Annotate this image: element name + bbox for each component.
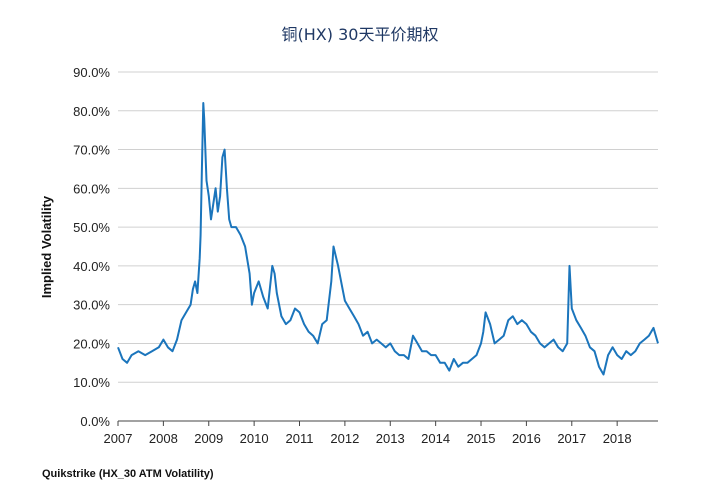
x-tick-label: 2014 [421, 431, 450, 446]
source-note: Quikstrike (HX_30 ATM Volatility) [42, 468, 214, 480]
y-axis-label: Implied Volatility [39, 195, 54, 298]
x-tick-label: 2008 [149, 431, 178, 446]
y-tick-label: 70.0% [73, 143, 110, 158]
y-tick-label: 50.0% [73, 220, 110, 235]
x-tick-label: 2018 [603, 431, 632, 446]
x-tick-label: 2007 [104, 431, 133, 446]
y-tick-label: 0.0% [80, 414, 110, 429]
gridlines [118, 71, 658, 383]
x-tick-label: 2015 [467, 431, 496, 446]
y-tick-label: 30.0% [73, 298, 110, 313]
chart-title: 铜(HX) 30天平价期权 [282, 25, 439, 44]
y-tick-label: 60.0% [73, 181, 110, 196]
x-tick-label: 2011 [286, 431, 314, 446]
y-tick-label: 80.0% [73, 104, 110, 119]
x-tick-label: 2012 [330, 431, 359, 446]
x-tick-label: 2010 [240, 431, 269, 446]
x-tick-label: 2009 [194, 431, 223, 446]
x-tick-labels: 2007 2008 2009 2010 2011 2012 2013 2014 2015 2016… [104, 421, 632, 446]
x-tick-label: 2016 [512, 431, 541, 446]
x-tick-label: 2013 [376, 431, 405, 446]
y-tick-labels: 0.0% 10.0% 20.0% 30.0% 40.0% 50.0% 60.0% 70.0% 8… [73, 65, 110, 429]
y-tick-label: 40.0% [73, 259, 110, 274]
series-line-implied-volatility [117, 102, 659, 376]
y-tick-label: 20.0% [73, 336, 110, 351]
y-tick-label: 10.0% [73, 375, 110, 390]
y-tick-label: 90.0% [73, 65, 110, 80]
x-tick-label: 2017 [557, 431, 586, 446]
